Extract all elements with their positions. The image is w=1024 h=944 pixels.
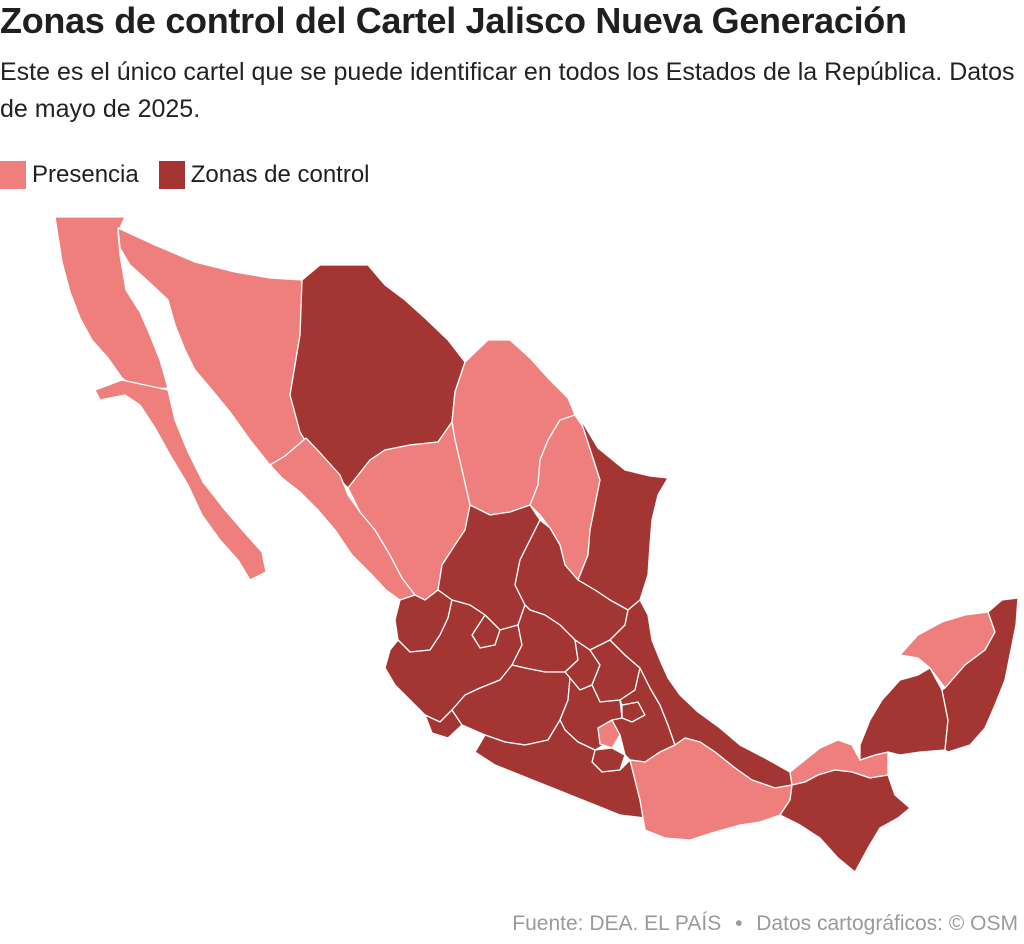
map-subtitle: Este es el único cartel que se puede ide… — [0, 58, 1015, 123]
state-ciudad-de-mexico — [597, 719, 621, 749]
mexico-map — [54, 216, 1019, 873]
legend: Presencia Zonas de control — [0, 160, 390, 190]
legend-item-control: Zonas de control — [158, 161, 370, 189]
source-separator: • — [735, 912, 743, 935]
state-quintana-roo — [941, 597, 1019, 753]
state-campeche — [859, 667, 949, 761]
legend-label-presencia: Presencia — [32, 161, 139, 188]
state-baja-california-sur — [94, 379, 267, 581]
map-title: Zonas de control del Cartel Jalisco Nuev… — [0, 0, 907, 41]
source-credit: Fuente: DEA. EL PAÍS — [512, 912, 722, 935]
state-chiapas — [779, 769, 911, 873]
legend-label-control: Zonas de control — [190, 161, 370, 188]
legend-swatch-control — [158, 161, 185, 189]
legend-item-presencia: Presencia — [0, 161, 139, 189]
source-note: Fuente: DEA. EL PAÍS • Datos cartográfic… — [512, 912, 1018, 936]
map-data-credit: Datos cartográficos: © OSM — [756, 912, 1018, 935]
legend-swatch-presencia — [0, 161, 26, 189]
